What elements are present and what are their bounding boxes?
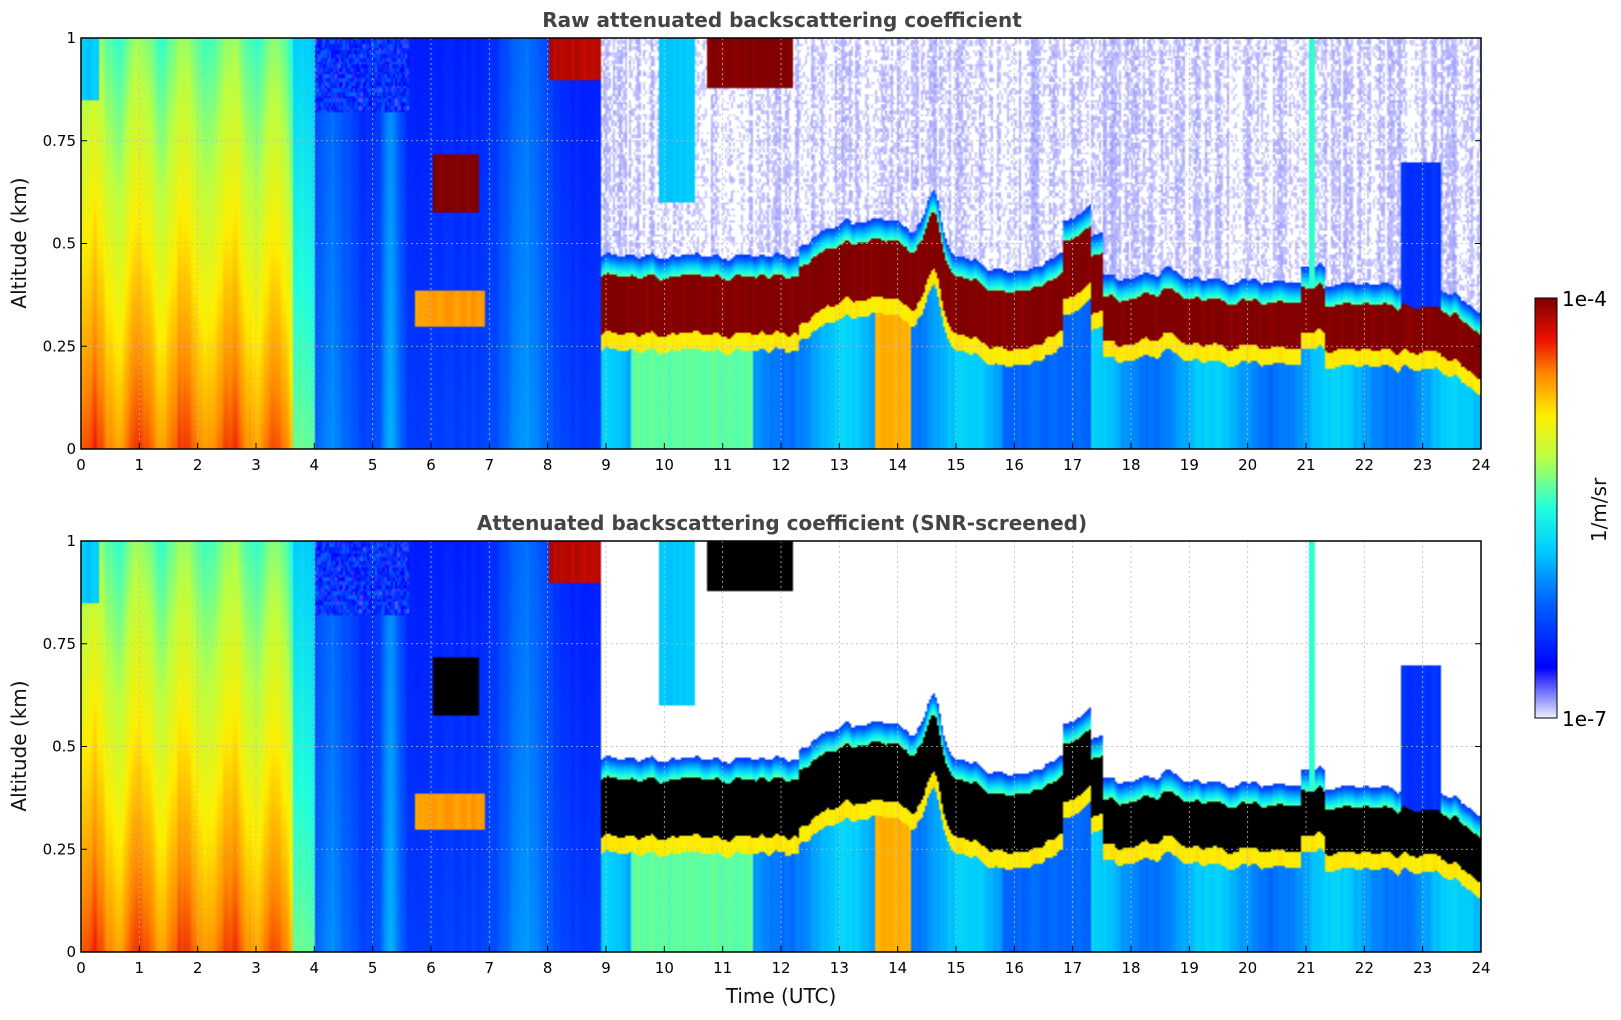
panel-raw-title: Raw attenuated backscattering coefficien… bbox=[542, 8, 1022, 32]
x-tick-label: 2 bbox=[193, 959, 203, 977]
colorbar-label: 1/m/sr bbox=[1587, 477, 1611, 542]
x-tick-label: 21 bbox=[1296, 456, 1315, 474]
x-tick-label: 10 bbox=[655, 456, 674, 474]
x-tick-label: 16 bbox=[1005, 959, 1024, 977]
panel-screened-x-axis-title: Time (UTC) bbox=[725, 984, 837, 1008]
x-tick-label: 7 bbox=[485, 959, 495, 977]
x-tick-label: 8 bbox=[543, 456, 553, 474]
panel-screened-x-ticks: 0 1 2 3 4 5 6 7 8 9 10 11 12 13 14 15 16 17 18 19 20 21 22 23 24 bbox=[76, 946, 1491, 977]
panel-screened: Attenuated backscattering coefficient (S… bbox=[7, 511, 1491, 1008]
x-tick-label: 4 bbox=[310, 959, 320, 977]
x-tick-label: 0 bbox=[76, 959, 86, 977]
x-tick-label: 15 bbox=[946, 456, 965, 474]
x-tick-label: 6 bbox=[426, 456, 436, 474]
y-tick-label: 0.25 bbox=[43, 840, 76, 858]
x-tick-label: 15 bbox=[946, 959, 965, 977]
x-tick-label: 4 bbox=[310, 456, 320, 474]
x-tick-label: 3 bbox=[251, 959, 261, 977]
x-tick-label: 13 bbox=[830, 959, 849, 977]
panel-screened-y-axis-title: Altitude (km) bbox=[7, 680, 31, 811]
y-tick-label: 0.25 bbox=[43, 337, 76, 355]
x-tick-label: 17 bbox=[1063, 456, 1082, 474]
y-tick-label: 0 bbox=[66, 440, 76, 458]
panel-raw-grid bbox=[81, 38, 1481, 449]
x-tick-label: 21 bbox=[1296, 959, 1315, 977]
x-tick-label: 13 bbox=[830, 456, 849, 474]
x-tick-label: 18 bbox=[1121, 456, 1140, 474]
x-tick-label: 7 bbox=[485, 456, 495, 474]
x-tick-label: 9 bbox=[601, 959, 611, 977]
x-tick-label: 23 bbox=[1413, 456, 1432, 474]
colorbar-max-label: 1e-4 bbox=[1562, 287, 1607, 311]
x-tick-label: 17 bbox=[1063, 959, 1082, 977]
colorbar-min-label: 1e-7 bbox=[1562, 707, 1607, 731]
y-tick-label: 1 bbox=[66, 532, 76, 550]
x-tick-label: 22 bbox=[1355, 456, 1374, 474]
x-tick-label: 11 bbox=[713, 959, 732, 977]
y-tick-label: 0.5 bbox=[52, 738, 76, 756]
x-tick-label: 6 bbox=[426, 959, 436, 977]
x-tick-label: 3 bbox=[251, 456, 261, 474]
panel-screened-grid bbox=[81, 541, 1481, 952]
x-tick-label: 12 bbox=[771, 456, 790, 474]
x-tick-label: 5 bbox=[368, 456, 378, 474]
x-tick-label: 18 bbox=[1121, 959, 1140, 977]
x-tick-label: 2 bbox=[193, 456, 203, 474]
x-tick-label: 14 bbox=[888, 456, 907, 474]
y-tick-label: 1 bbox=[66, 29, 76, 47]
panel-raw-x-ticks: 0 1 2 3 4 5 6 7 8 9 10 11 12 13 14 15 16 17 18 19 20 21 22 23 24 bbox=[76, 443, 1491, 474]
x-tick-label: 12 bbox=[771, 959, 790, 977]
x-tick-label: 24 bbox=[1471, 959, 1490, 977]
x-tick-label: 23 bbox=[1413, 959, 1432, 977]
colorbar: 1e-4 1e-7 1/m/sr bbox=[1534, 287, 1611, 731]
colorbar-gradient bbox=[1534, 297, 1558, 719]
y-tick-label: 0.75 bbox=[43, 132, 76, 150]
y-tick-label: 0 bbox=[66, 943, 76, 961]
x-tick-label: 9 bbox=[601, 456, 611, 474]
x-tick-label: 16 bbox=[1005, 456, 1024, 474]
y-tick-label: 0.75 bbox=[43, 635, 76, 653]
x-tick-label: 5 bbox=[368, 959, 378, 977]
x-tick-label: 11 bbox=[713, 456, 732, 474]
x-tick-label: 19 bbox=[1180, 456, 1199, 474]
x-tick-label: 14 bbox=[888, 959, 907, 977]
x-tick-label: 10 bbox=[655, 959, 674, 977]
y-tick-label: 0.5 bbox=[52, 235, 76, 253]
x-tick-label: 0 bbox=[76, 456, 86, 474]
panel-raw: Raw attenuated backscattering coefficien… bbox=[7, 8, 1491, 474]
x-tick-label: 1 bbox=[135, 456, 145, 474]
x-tick-label: 20 bbox=[1238, 959, 1257, 977]
x-tick-label: 20 bbox=[1238, 456, 1257, 474]
x-tick-label: 19 bbox=[1180, 959, 1199, 977]
panel-raw-y-ticks: 0 0.25 0.5 0.75 1 bbox=[43, 29, 1481, 458]
x-tick-label: 1 bbox=[135, 959, 145, 977]
x-tick-label: 8 bbox=[543, 959, 553, 977]
panel-screened-y-ticks: 0 0.25 0.5 0.75 1 bbox=[43, 532, 1481, 961]
x-tick-label: 24 bbox=[1471, 456, 1490, 474]
panel-screened-title: Attenuated backscattering coefficient (S… bbox=[477, 511, 1087, 535]
panel-raw-y-axis-title: Altitude (km) bbox=[7, 177, 31, 308]
x-tick-label: 22 bbox=[1355, 959, 1374, 977]
